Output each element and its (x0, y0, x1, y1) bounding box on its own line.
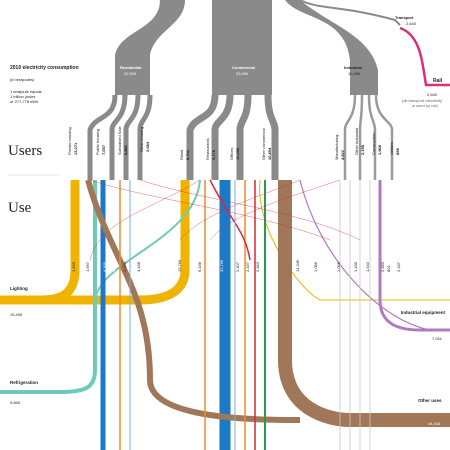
refrigeration-flow (0, 180, 97, 394)
other-uses-flow (278, 180, 450, 427)
rail-note-2: is used by rail) (412, 103, 438, 108)
transport-value: 2,640 (406, 21, 417, 26)
chart-title: 2010 electricity consumption (10, 65, 79, 71)
subuser-construction-value: 1,968 (377, 144, 382, 155)
rail-flow (399, 26, 450, 87)
transport-label: Transport (395, 15, 414, 20)
subuser-construction-label: Construction (371, 132, 376, 155)
commercial-label: Commercial (232, 65, 255, 70)
use-value: 6,438 (197, 261, 202, 272)
industrial-equipment-flow-b (299, 179, 431, 331)
rail-note-1: (all transport electricity (402, 98, 443, 103)
subuser-public-housing-label: Public housing (95, 128, 100, 155)
lighting-flow (0, 180, 190, 305)
use-value: 4,309 (102, 261, 107, 272)
use-value: 4,438 (136, 261, 141, 272)
subuser-offices-label: Offices (229, 147, 234, 160)
industrial-trunk (285, 0, 378, 95)
crossing-hairlines (89, 179, 361, 261)
lighting-value: 15,490 (10, 312, 23, 317)
commercial-value: 33,094 (236, 71, 249, 76)
subuser-offices-value: 10,096 (235, 147, 240, 160)
use-value: 2,437 (396, 261, 401, 272)
use-value: 32,765 (219, 259, 224, 272)
use-value: 1,967 (85, 261, 90, 272)
use-value: 14,345 (295, 259, 300, 272)
other-uses-label: Other uses (418, 398, 442, 403)
subuser-other-industrial-label: Other industrial (354, 127, 359, 155)
refrigeration-value: 9,665 (10, 400, 21, 405)
commercial-trunk (212, 0, 272, 95)
transport-trunk (299, 0, 401, 26)
industrial-value: 11,080 (348, 71, 360, 76)
refrigeration-label: Refrigeration (10, 380, 39, 385)
subuser-other-commercial-label: Other commercial (261, 128, 266, 160)
industrial-equipment-value: 7,041 (432, 336, 443, 341)
note-line-1: 1 terajoule equals (10, 89, 42, 94)
use-value: 2,437 (245, 261, 250, 272)
subuser-other-housing-value: 2,084 (145, 141, 150, 152)
subuser-manufacturing-value: 4,822 (340, 149, 345, 160)
residential-fan (87, 94, 153, 180)
orange-flow (119, 180, 246, 450)
residential-trunk (115, 0, 185, 95)
residential-label: Residential (120, 65, 142, 70)
use-value: 801 (386, 265, 391, 272)
note-line-3: or 277,778 kWh (10, 99, 39, 104)
lighting-label: Lighting (10, 286, 28, 291)
subuser-subsidised-sale-value: 6,881 (123, 144, 128, 155)
subuser-restaurants-value: 9,178 (211, 149, 216, 160)
light-blue-flow (129, 180, 236, 450)
residential-value: 22,516 (124, 71, 137, 76)
rail-label: Rail (433, 78, 443, 84)
use-value: 2,463 (380, 261, 385, 272)
subuser-other-commercial-value: 10,894 (267, 147, 272, 160)
industrial-equipment-flow (378, 180, 450, 332)
subuser-private-housing-value: 13,271 (73, 142, 78, 155)
use-value: 1,430 (122, 261, 127, 272)
use-value: 1,430 (353, 261, 358, 272)
subuser-retail-label: Retail (179, 149, 184, 160)
use-value: 1,643 (71, 261, 76, 272)
industrial-label: Industrial (344, 65, 363, 70)
subuser-public-housing-value: 7,057 (101, 144, 106, 155)
subuser-other-industrial-value: 2,158 (360, 144, 365, 155)
use-value: 1,543 (365, 261, 370, 272)
industrial-fan (343, 94, 394, 180)
note-line-2: 1 trillion joules (10, 94, 36, 99)
red-flow (209, 179, 256, 450)
subuser-utilities-value: 898 (395, 148, 400, 155)
subuser-retail-value: 8,702 (185, 149, 190, 160)
use-value: 1,086 (313, 261, 318, 272)
subuser-utilities-label: Utilities (389, 142, 394, 155)
chart-title-sub: (in terajoules) (10, 77, 35, 82)
section-users: Users (8, 143, 43, 159)
subuser-private-housing-label: Private housing (67, 127, 72, 155)
subuser-restaurants-label: Restaurants (205, 138, 210, 160)
commercial-fan (186, 94, 279, 180)
use-value: 2,463 (255, 261, 260, 272)
subuser-manufacturing-label: Manufacturing (334, 134, 339, 160)
use-value: 4,416 (111, 261, 116, 272)
use-value: 13,760 (177, 259, 182, 272)
subuser-other-housing-label: Other housing (139, 126, 144, 152)
industrial-equipment-label: Industrial equipment (400, 310, 445, 315)
rail-value: 2,640 (427, 92, 438, 97)
industrial-thin-flows (339, 180, 371, 450)
section-use: Use (8, 200, 32, 216)
subuser-subsidised-sale-label: Subsidised Sale (117, 126, 122, 155)
use-value: 2,407 (235, 261, 240, 272)
other-uses-value: 44,444 (428, 421, 441, 426)
use-value: 1,096 (336, 261, 341, 272)
